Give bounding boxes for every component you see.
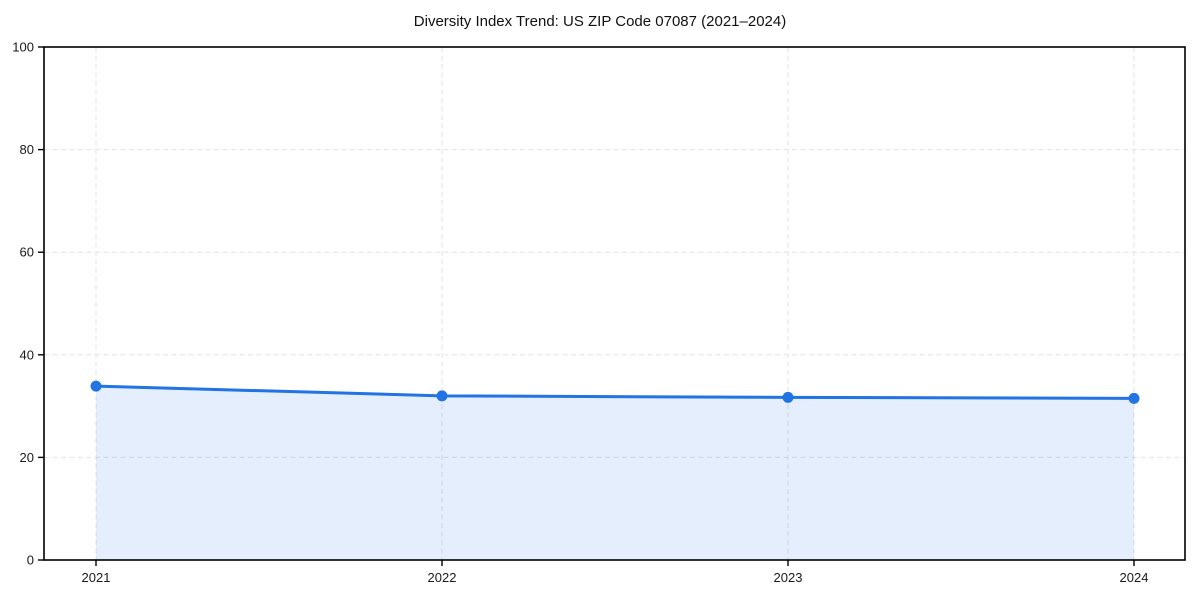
- x-tick-label: 2022: [428, 570, 457, 585]
- y-tick-label: 20: [20, 450, 34, 465]
- y-tick-label: 80: [20, 142, 34, 157]
- y-tick-label: 0: [27, 553, 34, 568]
- x-tick-label: 2024: [1120, 570, 1149, 585]
- data-point-2024: [1128, 392, 1140, 404]
- y-tick-label: 40: [20, 347, 34, 362]
- x-tick-label: 2021: [82, 570, 111, 585]
- data-point-2021: [90, 380, 102, 392]
- y-tick-label: 60: [20, 245, 34, 260]
- y-tick-label: 100: [12, 40, 34, 55]
- x-tick-label: 2023: [774, 570, 803, 585]
- data-point-2023: [782, 391, 794, 403]
- data-point-2022: [436, 390, 448, 402]
- trend-line: [94, 384, 1136, 400]
- axes-box: [43, 46, 1186, 561]
- chart-title: Diversity Index Trend: US ZIP Code 07087…: [413, 13, 787, 30]
- area-fill: [96, 386, 1134, 560]
